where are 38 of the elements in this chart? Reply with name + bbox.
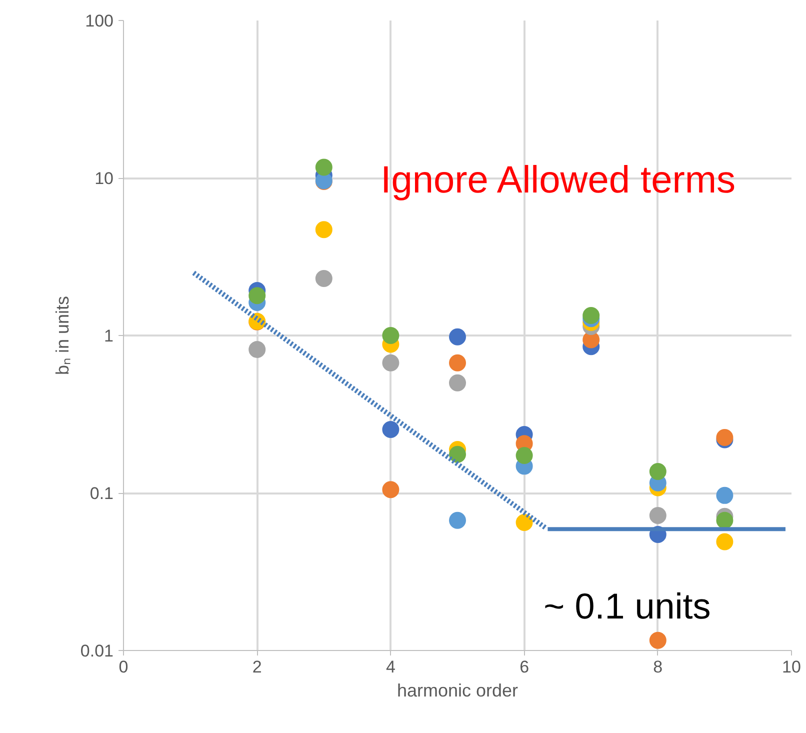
y-tick-label: 1 (104, 326, 114, 346)
point (315, 221, 332, 238)
y-tick-label: 0.1 (90, 484, 114, 503)
x-tick-label: 10 (782, 658, 801, 676)
x-axis-title: harmonic order (396, 680, 518, 700)
point (649, 506, 666, 524)
point (716, 512, 734, 529)
point (449, 354, 466, 372)
y-tick-label: 10 (94, 169, 114, 188)
point (382, 421, 400, 438)
point (516, 447, 533, 464)
point (716, 486, 734, 504)
point (248, 287, 266, 304)
point (315, 270, 332, 288)
annotation: Ignore Allowed terms (380, 160, 736, 202)
annotation: ~ 0.1 units (544, 585, 711, 626)
point (716, 533, 734, 550)
x-tick-label: 0 (118, 658, 128, 676)
point (382, 327, 400, 344)
x-tick-label: 8 (653, 658, 663, 676)
point (315, 158, 332, 176)
point (449, 374, 466, 392)
point (248, 341, 266, 358)
point (449, 328, 466, 346)
y-tick-label: 0.01 (80, 642, 114, 660)
y-axis-title: bₙ in units (52, 296, 72, 376)
point (449, 446, 466, 463)
point (382, 481, 400, 498)
point (582, 306, 600, 324)
point (649, 632, 666, 649)
x-tick-label: 6 (520, 658, 530, 676)
y-tick-label: 100 (85, 12, 114, 30)
point (382, 354, 400, 372)
point (449, 512, 466, 529)
x-tick-label: 2 (252, 658, 262, 676)
point (516, 514, 533, 531)
point (649, 462, 666, 480)
x-tick-label: 4 (386, 658, 396, 676)
